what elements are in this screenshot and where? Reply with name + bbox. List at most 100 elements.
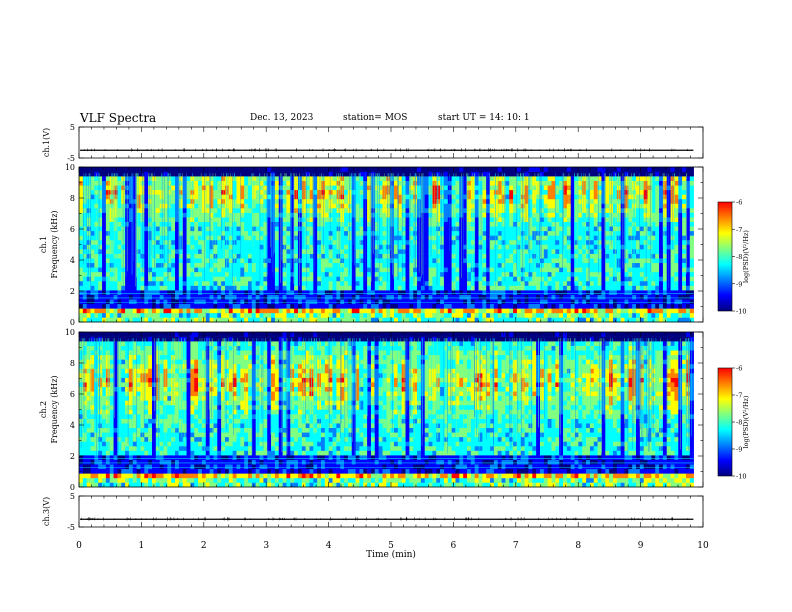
- spectrogram-cell: [148, 249, 153, 254]
- spectrogram-cell: [324, 239, 329, 245]
- spectrogram-cell: [474, 312, 479, 318]
- spectrogram-cell: [248, 280, 253, 286]
- spectrogram-cell: [198, 249, 203, 254]
- spectrogram-cell: [432, 217, 437, 223]
- spectrogram-cell: [282, 317, 287, 323]
- spectrogram-cell: [432, 189, 437, 195]
- spectrogram-cell: [301, 171, 306, 177]
- spectrogram-cell: [240, 271, 245, 277]
- spectrogram-cell: [443, 317, 449, 323]
- spectrogram-cell: [470, 267, 475, 273]
- spectrogram-cell: [182, 221, 187, 227]
- spectrogram-cell: [539, 235, 545, 241]
- spectrogram-cell: [79, 244, 84, 250]
- spectrogram-cell: [470, 271, 475, 277]
- spectrogram-cell: [117, 239, 122, 245]
- spectrogram-cell: [528, 253, 533, 259]
- spectrogram-cell: [524, 167, 529, 172]
- spectrogram-cell: [121, 294, 126, 300]
- spectrogram-cell: [317, 290, 322, 295]
- spectrogram-cell: [328, 167, 333, 172]
- spectrogram-cell: [493, 303, 499, 309]
- spectrogram-cell: [378, 212, 383, 218]
- spectrogram-cell: [171, 249, 176, 254]
- spectrogram-cell: [290, 235, 295, 241]
- spectrogram-cell: [490, 230, 495, 236]
- spectrogram-cell: [286, 198, 291, 204]
- spectrogram-cell: [351, 239, 356, 245]
- spectrogram-cell: [370, 317, 376, 323]
- spectrogram-cell: [378, 299, 383, 305]
- spectrogram-cell: [443, 290, 449, 295]
- spectrogram-cell: [428, 299, 433, 305]
- spectrogram-cell: [136, 167, 141, 172]
- spectrogram-cell: [555, 203, 560, 209]
- spectrogram-cell: [186, 317, 191, 323]
- spectrogram-cell: [82, 285, 87, 291]
- spectrogram-cell: [86, 280, 91, 286]
- spectrogram-cell: [347, 249, 353, 254]
- spectrogram-cell: [347, 280, 353, 286]
- spectrogram-cell: [224, 167, 230, 172]
- spectrogram-cell: [255, 294, 260, 300]
- spectrogram-cell: [447, 299, 452, 305]
- spectrogram-cell: [578, 249, 583, 254]
- spectrogram-cell: [309, 271, 314, 277]
- spectrogram-cell: [555, 253, 560, 259]
- spectrogram-cell: [309, 249, 314, 254]
- spectrogram-cell: [274, 212, 280, 218]
- spectrogram-cell: [221, 203, 226, 209]
- spectrogram-cell: [175, 280, 180, 286]
- spectrogram-cell: [201, 194, 207, 200]
- spectrogram-cell: [132, 253, 137, 259]
- spectrogram-cell: [382, 294, 387, 300]
- spectrogram-cell: [324, 180, 329, 186]
- spectrogram-cell: [513, 176, 518, 181]
- spectrogram-cell: [251, 303, 257, 309]
- spectrogram-cell: [490, 176, 495, 181]
- spectrogram-cell: [244, 290, 249, 295]
- spectrogram-cell: [555, 267, 560, 273]
- spectrogram-cell: [224, 271, 230, 277]
- spectrogram-cell: [324, 290, 329, 295]
- spectrogram-cell: [482, 299, 487, 305]
- spectrogram-cell: [155, 244, 160, 250]
- spectrogram-cell: [201, 176, 207, 181]
- spectrogram-cell: [589, 180, 595, 186]
- spectrogram-cell: [436, 276, 441, 282]
- spectrogram-cell: [440, 317, 445, 323]
- spectrogram-cell: [255, 167, 260, 172]
- spectrogram-cell: [267, 290, 272, 295]
- spectrogram-cell: [178, 312, 184, 318]
- spectrogram-cell: [113, 167, 118, 172]
- spectrogram-cell: [378, 198, 383, 204]
- spectrogram-cell: [409, 167, 414, 172]
- spectrogram-cell: [198, 239, 203, 245]
- spectrogram-cell: [390, 312, 395, 318]
- spectrogram-cell: [428, 258, 433, 264]
- spectrogram-cell: [328, 171, 333, 177]
- spectrogram-cell: [474, 267, 479, 273]
- spectrogram-cell: [486, 285, 491, 291]
- spectrogram-cell: [597, 203, 602, 209]
- spectrogram-cell: [201, 230, 207, 236]
- spectrogram-cell: [582, 203, 587, 209]
- spectrogram-cell: [205, 221, 210, 227]
- spectrogram-cell: [274, 189, 280, 195]
- spectrogram-cell: [601, 203, 606, 209]
- spectrogram-cell: [159, 303, 164, 309]
- spectrogram-cell: [178, 267, 184, 273]
- spectrogram-cell: [394, 262, 399, 268]
- spectrogram-cell: [474, 208, 479, 213]
- spectrogram-cell: [144, 249, 149, 254]
- spectrogram-cell: [148, 312, 153, 318]
- spectrogram-cell: [167, 239, 172, 245]
- spectrogram-cell: [597, 303, 602, 309]
- spectrogram-cell: [482, 280, 487, 286]
- spectrogram-cell: [455, 303, 460, 309]
- spectrogram-cell: [171, 208, 176, 213]
- spectrogram-cell: [79, 203, 84, 209]
- spectrogram-cell: [217, 208, 222, 213]
- spectrogram-cell: [163, 317, 168, 323]
- spectrogram-cell: [555, 239, 560, 245]
